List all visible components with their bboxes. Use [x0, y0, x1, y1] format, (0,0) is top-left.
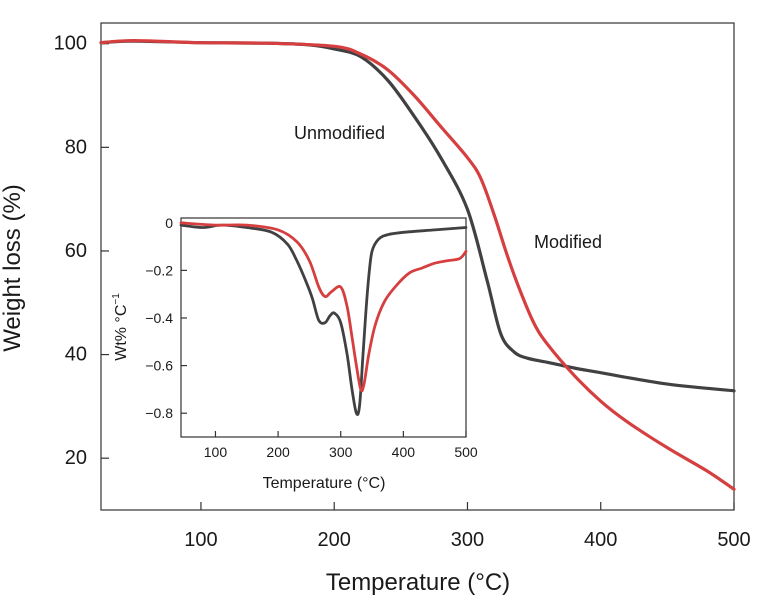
inset-y-axis-title: Wt% °C−1: [111, 293, 130, 361]
inset-y-tick-label: −0.2: [145, 262, 173, 278]
inset-y-tick-label: −0.6: [145, 358, 173, 374]
main-x-ticks: 100 200 300 400 500: [184, 502, 751, 551]
inset-y-axis-title-main: Wt% °C: [113, 305, 130, 361]
main-x-tick-label: 200: [318, 529, 351, 551]
main-x-tick-label: 300: [451, 529, 484, 551]
main-curve-modified: [99, 39, 736, 491]
inset-y-axis-title-sup: −1: [111, 293, 122, 305]
inset-x-tick-label: 500: [454, 444, 478, 460]
inset-background: [181, 218, 466, 437]
inset-x-ticks: 100 200 300 400 500: [204, 431, 478, 460]
main-y-tick-label: 80: [65, 136, 87, 158]
inset-curve-modified: [179, 221, 468, 393]
inset-y-tick-label: −0.8: [145, 405, 173, 421]
inset-y-tick-label: 0: [165, 215, 173, 231]
label-unmodified: Unmodified: [294, 123, 385, 143]
inset-x-tick-label: 100: [204, 444, 228, 460]
main-y-tick-label: 100: [54, 33, 87, 55]
inset-plot-frame: [180, 217, 467, 438]
label-modified: Modified: [534, 232, 602, 252]
main-x-tick-label: 400: [584, 529, 617, 551]
main-x-tick-label: 100: [184, 529, 217, 551]
inset-curve-unmodified: [179, 223, 468, 416]
inset-y-tick-label: −0.4: [145, 310, 173, 326]
inset-plot: 0 −0.2 −0.4 −0.6 −0.8 100 200 300 400 500 Temper…: [111, 215, 478, 492]
main-y-tick-label: 40: [65, 344, 87, 366]
inset-y-ticks: 0 −0.2 −0.4 −0.6 −0.8: [145, 215, 187, 421]
main-plot: 20 40 60 80 100 100 200 300 400 500 Unmodified M…: [0, 22, 751, 596]
inset-curves: [179, 221, 468, 416]
inset-x-axis-title: Temperature (°C): [263, 475, 386, 492]
main-y-axis-title: Weight loss (%): [0, 184, 26, 352]
main-curves: [99, 39, 736, 491]
inset-x-tick-label: 200: [266, 444, 290, 460]
inset-x-tick-label: 300: [329, 444, 353, 460]
main-x-axis-title: Temperature (°C): [326, 569, 510, 596]
main-y-tick-label: 60: [65, 240, 87, 262]
main-plot-frame: [100, 22, 735, 511]
main-y-tick-label: 20: [65, 447, 87, 469]
inset-x-tick-label: 400: [392, 444, 416, 460]
main-x-tick-label: 500: [717, 529, 750, 551]
